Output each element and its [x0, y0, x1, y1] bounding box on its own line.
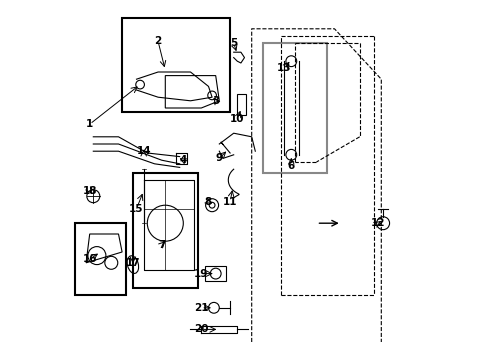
Text: 13: 13 [276, 63, 291, 73]
Text: 21: 21 [194, 303, 208, 313]
Text: 14: 14 [136, 146, 151, 156]
Text: 6: 6 [287, 161, 294, 171]
Bar [75, 223, 125, 295]
Text: 11: 11 [223, 197, 237, 207]
Text: 10: 10 [229, 114, 244, 124]
Text: 3: 3 [212, 96, 219, 106]
Text: 19: 19 [194, 269, 208, 279]
Text: 17: 17 [125, 258, 140, 268]
Text: 1: 1 [86, 119, 93, 129]
Text: 15: 15 [129, 204, 143, 214]
Bar [122, 18, 230, 112]
Text: 16: 16 [82, 254, 97, 264]
Bar [204, 266, 226, 281]
Text: 12: 12 [370, 218, 384, 228]
Text: 8: 8 [204, 197, 212, 207]
Text: 2: 2 [154, 36, 162, 46]
Text: 4: 4 [179, 155, 186, 165]
Text: 5: 5 [230, 38, 237, 48]
Bar [237, 94, 246, 115]
Bar [133, 173, 197, 288]
Bar [262, 43, 326, 173]
Text: 9: 9 [215, 153, 223, 163]
Text: 7: 7 [158, 240, 165, 250]
Text: 20: 20 [194, 324, 208, 334]
Text: 18: 18 [82, 186, 97, 196]
